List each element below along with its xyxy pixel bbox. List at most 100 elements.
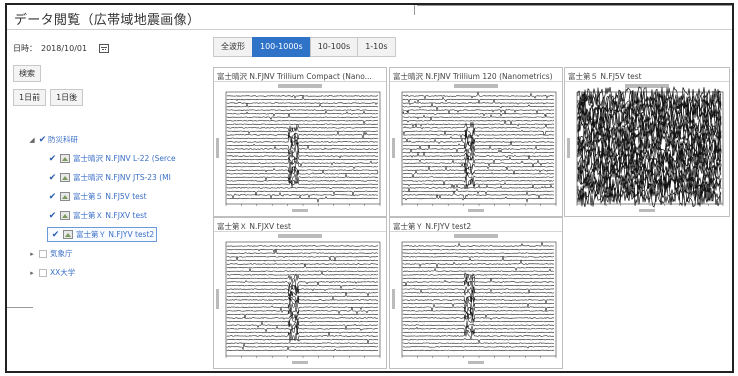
trace-line [402, 274, 555, 276]
waveform-panel[interactable]: 富士晴沢 N.FJNV Trillium Compact (Nano... [213, 67, 387, 217]
trace-line [402, 290, 555, 304]
trace-line [226, 139, 379, 150]
waveform-panel[interactable]: 富士第Ｙ N.FJYV test2 [389, 217, 563, 369]
plot-x-caption [292, 209, 308, 212]
tree-node-station[interactable]: ✔ 富士第Ｘ N.FJXV test [27, 206, 207, 225]
waveform-panel[interactable]: 富士第Ｘ N.FJXV test [213, 217, 387, 369]
tab-band[interactable]: 10-100s [309, 37, 359, 57]
trace-line [226, 130, 379, 140]
trace-line [402, 338, 554, 344]
control-panel: 日時： 2018/10/01 検索 1日前 1日後 [13, 37, 205, 106]
check-icon[interactable]: ✔ [48, 191, 57, 202]
trace-line [226, 263, 379, 269]
trace-line [226, 103, 379, 108]
trace-line [577, 110, 722, 130]
checkbox[interactable] [39, 268, 47, 277]
tab-band[interactable]: 全波形 [213, 37, 253, 57]
tree-node-root[interactable]: ◢ ✔ 防災科研 [27, 130, 207, 149]
trace-line [402, 193, 555, 203]
trace-line [226, 123, 379, 125]
check-icon[interactable]: ✔ [51, 229, 60, 240]
date-input[interactable]: 2018/10/01 [41, 43, 88, 53]
trace-line [226, 285, 379, 297]
trace-line [226, 295, 379, 304]
waveform-panel[interactable]: 富士晴沢 N.FJNV Trillium 120 (Nanometrics) [389, 67, 563, 217]
tree-node-station[interactable]: ✔ 富士晴沢 N.FJNV JTS-23 (MI [27, 168, 207, 187]
panel-title: 富士第５ N.FJ5V test [565, 68, 729, 82]
background-rule [417, 5, 732, 6]
tree-node-station[interactable]: ✔ 富士第５ N.FJ5V test [27, 187, 207, 206]
caret-right-icon[interactable]: ▸ [30, 249, 34, 258]
tree-node-label[interactable]: XX大学 [50, 268, 76, 277]
trace-line [226, 324, 378, 335]
trace-line [402, 276, 555, 288]
trace-line [402, 96, 555, 104]
tree-node-label[interactable]: 防災科研 [48, 135, 78, 144]
checkbox[interactable] [39, 249, 47, 258]
tree-node-univ[interactable]: ▸ XX大学 [27, 263, 207, 282]
trace-line [577, 155, 722, 176]
plot-x-caption [639, 209, 655, 212]
trace-line [226, 191, 378, 199]
station-label[interactable]: 富士第５ N.FJ5V test [73, 192, 147, 201]
trace-line [402, 167, 555, 179]
tree-node-label[interactable]: 気象庁 [50, 249, 73, 258]
tab-band[interactable]: 1-10s [357, 37, 396, 57]
selection-outline[interactable]: ✔ 富士第Ｙ N.FJYV test2 [47, 227, 158, 242]
tree-node-station-selected[interactable]: ✔ 富士第Ｙ N.FJYV test2 [27, 225, 207, 244]
trace-line [402, 102, 555, 112]
trace-line [226, 263, 379, 265]
trace-line [402, 151, 554, 162]
trace-line [226, 326, 378, 336]
plot-x-caption [468, 209, 484, 212]
check-icon[interactable]: ✔ [48, 153, 57, 164]
trace-line [402, 183, 555, 193]
trace-line [402, 127, 555, 137]
trace-line [226, 342, 379, 351]
tree-node-station[interactable]: ✔ 富士晴沢 N.FJNV L-22 (Serce [27, 149, 207, 168]
check-icon[interactable]: ✔ [38, 134, 47, 145]
station-label[interactable]: 富士第Ｘ N.FJXV test [73, 211, 147, 220]
station-label[interactable]: 富士第Ｙ N.FJYV test2 [76, 230, 155, 239]
trace-line [226, 330, 379, 343]
tree-node-jma[interactable]: ▸ 気象庁 [27, 244, 207, 263]
seismogram-image [392, 234, 557, 364]
trace-line [402, 109, 555, 115]
station-label[interactable]: 富士晴沢 N.FJNV L-22 (Serce [73, 154, 176, 163]
trace-line [226, 95, 379, 99]
trace-line [226, 146, 379, 159]
trace-line [403, 346, 555, 349]
check-icon[interactable]: ✔ [48, 210, 57, 221]
caret-down-icon[interactable]: ◢ [29, 135, 35, 144]
trace-line [402, 148, 555, 158]
trace-line [577, 139, 722, 159]
trace-line [402, 190, 555, 200]
trace-line [226, 270, 379, 276]
plot-x-caption [468, 361, 484, 364]
trace-line [402, 178, 555, 190]
trace-line [402, 268, 555, 272]
trace-line [402, 162, 555, 173]
trace-line [226, 177, 379, 185]
prev-day-button[interactable]: 1日前 [13, 89, 47, 106]
check-icon[interactable]: ✔ [48, 172, 57, 183]
image-icon [60, 173, 70, 182]
trace-line [226, 297, 379, 310]
caret-right-icon[interactable]: ▸ [30, 268, 34, 277]
band-tabs: 全波形 100-1000s 10-100s 1-10s [213, 37, 396, 57]
waveform-panel[interactable]: 富士第５ N.FJ5V test [564, 67, 730, 217]
trace-line [577, 159, 722, 180]
trace-line [402, 114, 555, 120]
next-day-button[interactable]: 1日後 [50, 89, 84, 106]
trace-line [402, 116, 555, 125]
trace-line [402, 266, 555, 271]
trace-line [402, 307, 555, 322]
calendar-icon[interactable] [99, 43, 110, 53]
image-icon [60, 211, 70, 220]
search-button[interactable]: 検索 [13, 65, 41, 82]
station-label[interactable]: 富士晴沢 N.FJNV JTS-23 (MI [73, 173, 171, 182]
background-divider [414, 5, 415, 15]
plot-frame [225, 91, 381, 205]
trace-line [402, 119, 555, 128]
tab-band-active[interactable]: 100-1000s [252, 37, 311, 57]
